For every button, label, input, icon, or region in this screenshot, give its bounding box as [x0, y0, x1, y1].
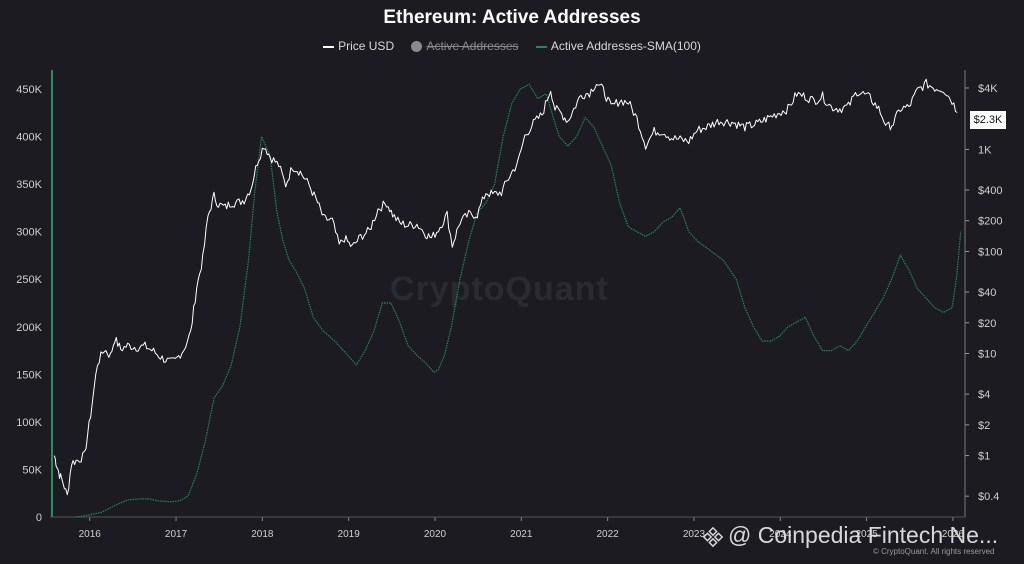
binance-logo-icon [702, 526, 724, 548]
x-tick-label: 2022 [597, 529, 620, 540]
y-right-tick-label: $0.4 [978, 491, 999, 503]
x-tick-label: 2016 [79, 529, 102, 540]
chart-title: Ethereum: Active Addresses [383, 7, 641, 28]
y-right-tick-label: $4 [978, 389, 990, 401]
legend-item-active-addresses[interactable]: Active Addresses [411, 38, 519, 53]
y-right-tick-label: $1 [978, 451, 990, 463]
y-left-tick-label: 50K [22, 464, 42, 476]
x-tick-label: 2023 [683, 529, 706, 540]
y-left-tick-label: 300K [16, 227, 42, 239]
legend-label-active-addresses: Active Addresses [426, 38, 519, 53]
x-tick-label: 2018 [251, 529, 274, 540]
legend: Price USD Active Addresses Active Addres… [0, 38, 1024, 53]
series-line-sma [75, 83, 962, 518]
x-tick-label: 2021 [510, 529, 533, 540]
x-tick-label: 2020 [424, 529, 447, 540]
y-right-tick-label: $10 [978, 349, 996, 361]
x-tick-label: 2025 [855, 529, 878, 540]
y-right-tick-label: $100 [978, 246, 1002, 258]
y-left-tick-label: 150K [16, 369, 42, 381]
x-tick-label: 2017 [165, 529, 188, 540]
y-right-tick-label: $2 [978, 420, 990, 432]
legend-dot-active-addresses [411, 41, 423, 53]
series-line-price [53, 78, 958, 496]
legend-label-price: Price USD [338, 38, 395, 53]
y-right-tick-label: $200 [978, 216, 1002, 228]
copyright-text: © CryptoQuant. All rights reserved [873, 547, 995, 556]
legend-swatch-sma [535, 45, 547, 48]
y-left-tick-label: 0 [36, 512, 42, 524]
y-right-tick-label: $40 [978, 287, 996, 299]
y-left-tick-label: 100K [16, 417, 42, 429]
y-left-tick-label: 350K [16, 179, 42, 191]
y-left-tick-label: 450K [16, 84, 42, 96]
x-tick-label: 2026 [942, 529, 965, 540]
legend-item-price[interactable]: Price USD [323, 39, 394, 53]
coinpedia-watermark: @ Coinpedia Fintech Ne... [702, 522, 998, 549]
legend-label-sma: Active Addresses-SMA(100) [550, 38, 701, 53]
legend-swatch-price [323, 45, 335, 48]
watermark: CryptoQuant [390, 270, 609, 308]
y-left-tick-label: 400K [16, 132, 42, 144]
legend-item-sma[interactable]: Active Addresses-SMA(100) [535, 38, 701, 53]
y-right-tick-label: $400 [978, 185, 1002, 197]
y-right-tick-label: $20 [978, 318, 996, 330]
y-left-tick-label: 200K [16, 322, 42, 334]
coinpedia-text: @ Coinpedia Fintech Ne... [728, 522, 999, 548]
y-left-tick-label: 250K [16, 274, 42, 286]
x-tick-label: 2019 [338, 529, 361, 540]
current-price-badge: $2.3K [970, 111, 1006, 129]
x-tick-label: 2024 [769, 529, 792, 540]
y-right-tick-label: 1K [978, 144, 992, 156]
y-right-tick-label: $4K [978, 83, 998, 95]
